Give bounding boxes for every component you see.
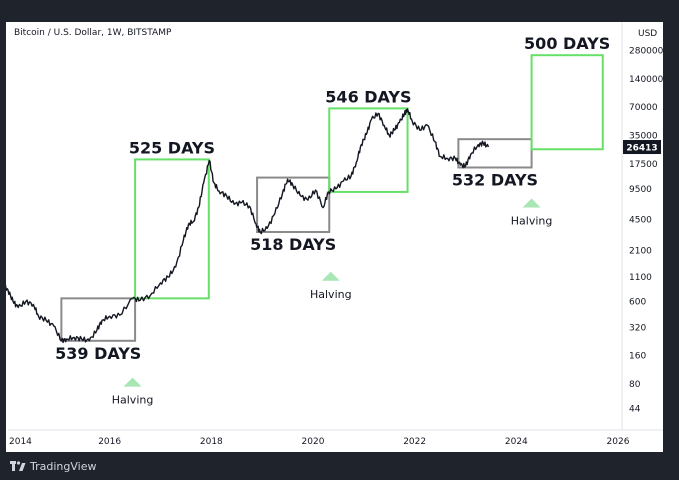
cycle-box-label: 518 DAYS <box>250 235 336 254</box>
x-tick-label: 2014 <box>9 437 32 447</box>
x-tick-label: 2020 <box>302 437 325 447</box>
last-price-label: 26413 <box>626 144 657 154</box>
cycle-box <box>530 54 604 151</box>
y-axis-unit: USD <box>638 29 657 39</box>
y-tick-label: 70000 <box>629 103 658 113</box>
cycle-box <box>256 176 331 233</box>
footer: TradingView <box>6 452 663 480</box>
cycle-box <box>60 297 137 342</box>
y-tick-label: 4500 <box>629 215 652 225</box>
cycle-box-label: 539 DAYS <box>55 344 141 363</box>
cycle-box-label: 532 DAYS <box>452 170 538 189</box>
last-price-tag <box>623 140 661 155</box>
cycle-box-label: 546 DAYS <box>325 87 411 106</box>
x-tick-label: 2024 <box>505 437 528 447</box>
halving-label: Halving <box>511 215 553 228</box>
cycle-box-label: 525 DAYS <box>129 138 215 157</box>
halving-label: Halving <box>310 288 352 301</box>
btc-chart: USD 280000 140000 70000 35000 17500 9500 4500 21… <box>6 22 663 447</box>
y-tick-label: 44 <box>629 404 641 414</box>
y-tick-label: 320 <box>629 323 646 333</box>
y-tick-label: 17500 <box>629 160 658 170</box>
y-tick-label: 140000 <box>629 75 663 85</box>
chart-frame: USD 280000 140000 70000 35000 17500 9500 4500 21… <box>6 22 663 452</box>
halving-marker <box>321 271 340 281</box>
chart-title: Bitcoin / U.S. Dollar, 1W, BITSTAMP <box>14 28 172 38</box>
y-tick-label: 1100 <box>629 273 652 283</box>
price-line <box>6 108 490 344</box>
cycle-box <box>457 138 533 169</box>
halving-label: Halving <box>112 394 154 407</box>
x-tick-label: 2026 <box>607 437 630 447</box>
y-tick-label: 2100 <box>629 246 652 256</box>
y-tick-label: 80 <box>629 380 641 390</box>
tradingview-logo[interactable]: TradingView <box>10 460 96 473</box>
halving-marker <box>123 377 142 387</box>
tradingview-brand: TradingView <box>30 459 97 473</box>
x-tick-label: 2016 <box>98 437 121 447</box>
cycle-box <box>328 107 409 193</box>
cycle-box-label: 500 DAYS <box>524 34 610 53</box>
y-tick-label: 9500 <box>629 185 652 195</box>
y-tick-label: 600 <box>629 298 646 308</box>
tradingview-logo-icon <box>10 461 26 471</box>
y-tick-label: 280000 <box>629 47 663 57</box>
x-tick-label: 2018 <box>200 437 223 447</box>
x-tick-label: 2022 <box>403 437 426 447</box>
y-tick-label: 160 <box>629 352 646 362</box>
halving-marker <box>522 198 541 208</box>
cycle-box <box>134 158 210 300</box>
y-tick-label: 35000 <box>629 132 658 142</box>
